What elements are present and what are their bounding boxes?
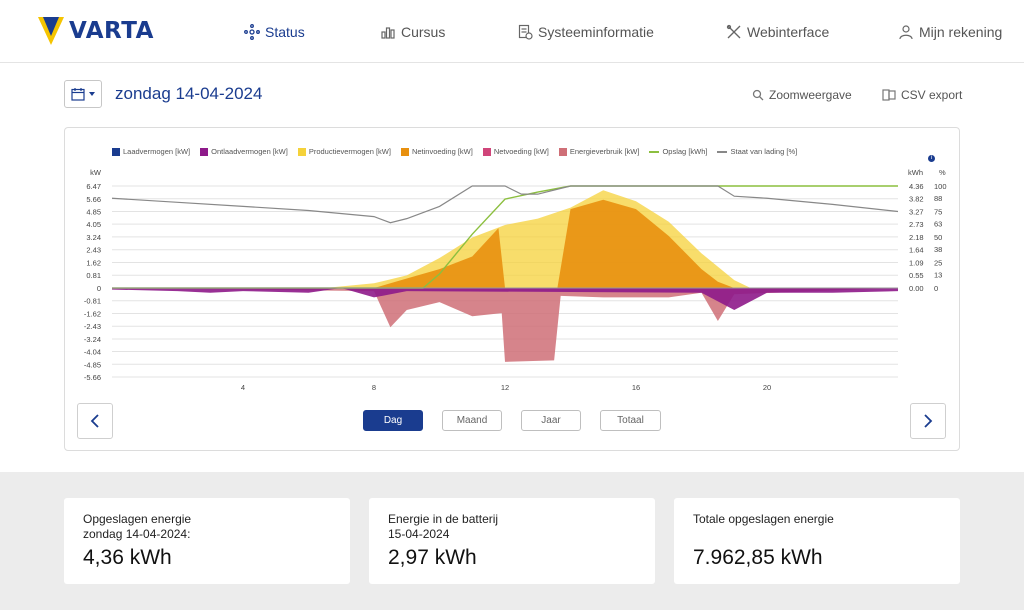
status-nodes-icon: [244, 23, 260, 40]
info-icon[interactable]: i: [928, 155, 935, 162]
legend-swatch: [558, 147, 567, 156]
nav-mijn-rekening-label: Mijn rekening: [919, 23, 1003, 40]
csv-export-button[interactable]: CSV export: [882, 88, 962, 102]
chart-card: [64, 127, 960, 451]
stat-value: 2,97 kWh: [388, 546, 477, 569]
varta-logo[interactable]: VARTA: [38, 17, 154, 45]
brand-name: VARTA: [69, 18, 154, 44]
period-jaar-button[interactable]: Jaar: [521, 410, 581, 431]
legend-swatch: [200, 147, 209, 156]
legend-item[interactable]: Laadvermogen [kW]: [112, 147, 190, 156]
legend-swatch: [649, 150, 660, 153]
legend-swatch: [297, 147, 306, 156]
stat-value: 7.962,85 kWh: [693, 546, 823, 569]
period-maand-button[interactable]: Maand: [442, 410, 502, 431]
chart-legend: Laadvermogen [kW] Ontlaadvermogen [kW] P…: [112, 147, 852, 156]
nav-cursus[interactable]: Cursus: [380, 0, 445, 63]
legend-item[interactable]: Energieverbruik [kW]: [558, 147, 640, 156]
chevron-right-icon: [924, 414, 933, 428]
chevron-left-icon: [90, 414, 99, 428]
legend-label: Ontlaadvermogen [kW]: [211, 147, 288, 156]
legend-item[interactable]: Netinvoeding [kW]: [400, 147, 473, 156]
caret-down-icon: [88, 92, 95, 96]
calendar-icon: [70, 88, 85, 101]
search-icon: [752, 89, 764, 101]
stat-label: Opgeslagen energie zondag 14-04-2024:: [83, 512, 192, 541]
nav-systeeminformatie-label: Systeeminformatie: [538, 23, 654, 40]
zoom-view-button[interactable]: Zoomweergave: [752, 88, 852, 102]
legend-label: Staat van lading [%]: [730, 147, 798, 156]
stat-value: 4,36 kWh: [83, 546, 172, 569]
nav-status-label: Status: [265, 23, 305, 40]
legend-swatch: [112, 147, 120, 156]
period-dag-button[interactable]: Dag: [363, 410, 423, 431]
stat-card-stored-energy: Opgeslagen energie zondag 14-04-2024: 4,3…: [64, 498, 350, 584]
selected-date: zondag 14-04-2024: [115, 84, 263, 103]
legend-item[interactable]: Opslag [kWh]: [649, 147, 707, 156]
stat-label: Totale opgeslagen energie: [693, 512, 834, 526]
stat-label: Energie in de batterij 15-04-2024: [388, 512, 499, 541]
nav-cursus-label: Cursus: [401, 23, 446, 40]
legend-swatch: [400, 147, 409, 156]
previous-day-button[interactable]: [77, 403, 113, 439]
legend-label: Laadvermogen [kW]: [123, 147, 191, 156]
date-picker-button[interactable]: [64, 80, 102, 108]
top-navigation-bar: VARTA Status Cursus Systeeminformatie We…: [0, 0, 1024, 63]
legend-label: Productievermogen [kW]: [308, 147, 391, 156]
legend-swatch: [482, 147, 491, 156]
csv-export-label: CSV export: [901, 88, 963, 102]
legend-item[interactable]: Staat van lading [%]: [717, 147, 797, 156]
legend-swatch: [717, 150, 728, 153]
nav-webinterface[interactable]: Webinterface: [726, 0, 829, 63]
nav-systeeminformatie[interactable]: Systeeminformatie: [517, 0, 654, 63]
legend-item[interactable]: Productievermogen [kW]: [297, 147, 391, 156]
nav-mijn-rekening[interactable]: Mijn rekening: [898, 0, 1002, 63]
legend-label: Energieverbruik [kW]: [569, 147, 640, 156]
varta-logo-icon: [38, 17, 64, 45]
user-icon: [899, 24, 913, 39]
legend-label: Netvoeding [kW]: [493, 147, 549, 156]
spreadsheet-icon: [882, 89, 896, 101]
legend-label: Opslag [kWh]: [662, 147, 708, 156]
document-info-icon: [518, 24, 533, 40]
bar-chart-icon: [381, 26, 395, 39]
tools-icon: [726, 24, 741, 38]
next-day-button[interactable]: [910, 403, 946, 439]
legend-label: Netinvoeding [kW]: [411, 147, 473, 156]
nav-webinterface-label: Webinterface: [747, 23, 830, 40]
stat-card-total-stored-energy: Totale opgeslagen energie 7.962,85 kWh: [674, 498, 960, 584]
period-totaal-button[interactable]: Totaal: [600, 410, 661, 431]
legend-item[interactable]: Netvoeding [kW]: [482, 147, 549, 156]
nav-status[interactable]: Status: [244, 0, 305, 63]
legend-item[interactable]: Ontlaadvermogen [kW]: [200, 147, 288, 156]
stat-card-battery-energy: Energie in de batterij 15-04-2024 2,97 kW…: [369, 498, 655, 584]
zoom-view-label: Zoomweergave: [769, 88, 852, 102]
